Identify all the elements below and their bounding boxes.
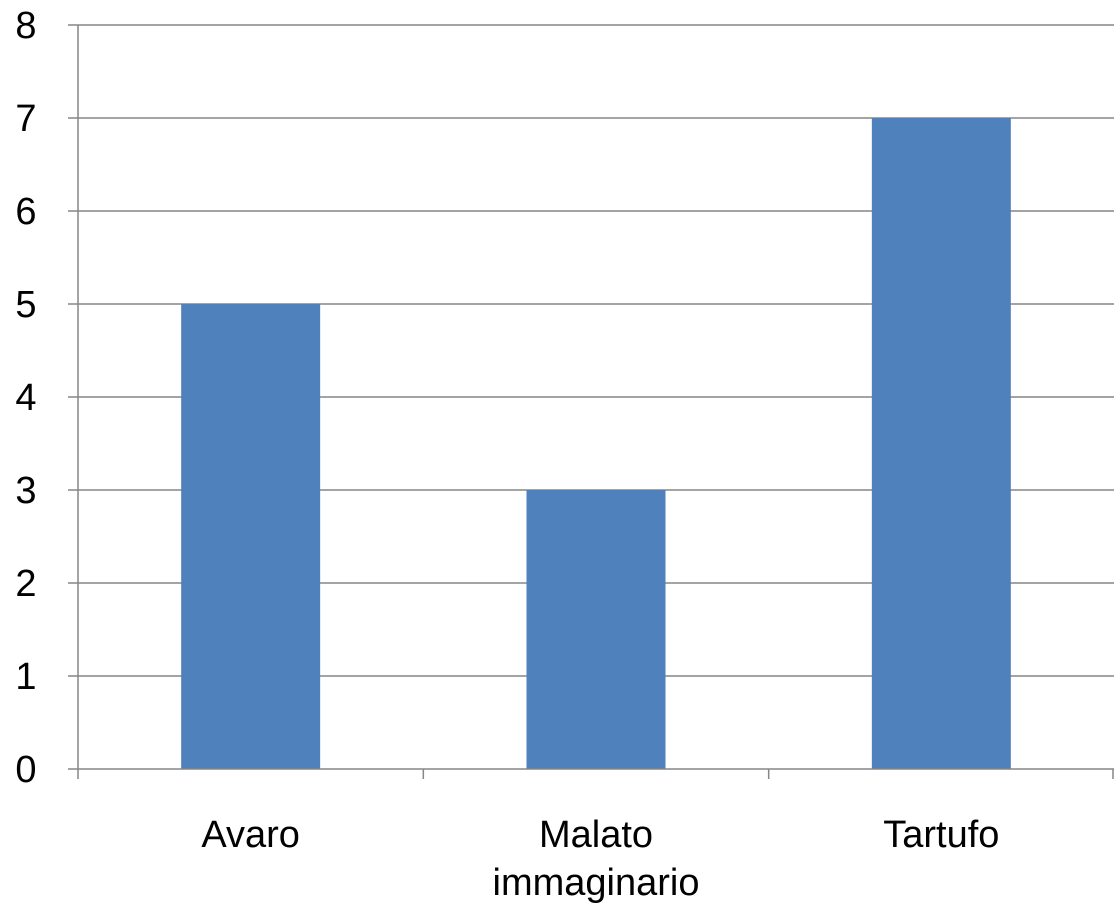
bar (181, 304, 321, 769)
bar (526, 490, 666, 769)
y-tick-label: 1 (15, 656, 36, 698)
y-tick-label: 0 (15, 749, 36, 791)
y-tick-label: 6 (15, 191, 36, 233)
x-category-label-line: Malato (539, 814, 653, 856)
y-tick-labels: 0 1 2 3 4 5 6 7 8 (15, 5, 36, 791)
x-category-label-line: Avaro (201, 814, 300, 856)
axes (68, 24, 1114, 779)
x-category-label: Tartufo (883, 814, 999, 856)
y-tick-label: 2 (15, 563, 36, 605)
y-tick-label: 7 (15, 98, 36, 140)
x-category-label: Malato immaginario (493, 814, 700, 904)
x-category-labels: Avaro Malato immaginario Tartufo (201, 814, 999, 904)
x-category-label: Avaro (201, 814, 300, 856)
y-tick-label: 4 (15, 377, 36, 419)
x-category-label-line: Tartufo (883, 814, 999, 856)
y-tick-label: 8 (15, 5, 36, 47)
bars (181, 118, 1011, 769)
y-tick-label: 5 (15, 284, 36, 326)
bar (871, 118, 1011, 769)
y-tick-label: 3 (15, 470, 36, 512)
x-category-label-line: immaginario (493, 862, 700, 904)
